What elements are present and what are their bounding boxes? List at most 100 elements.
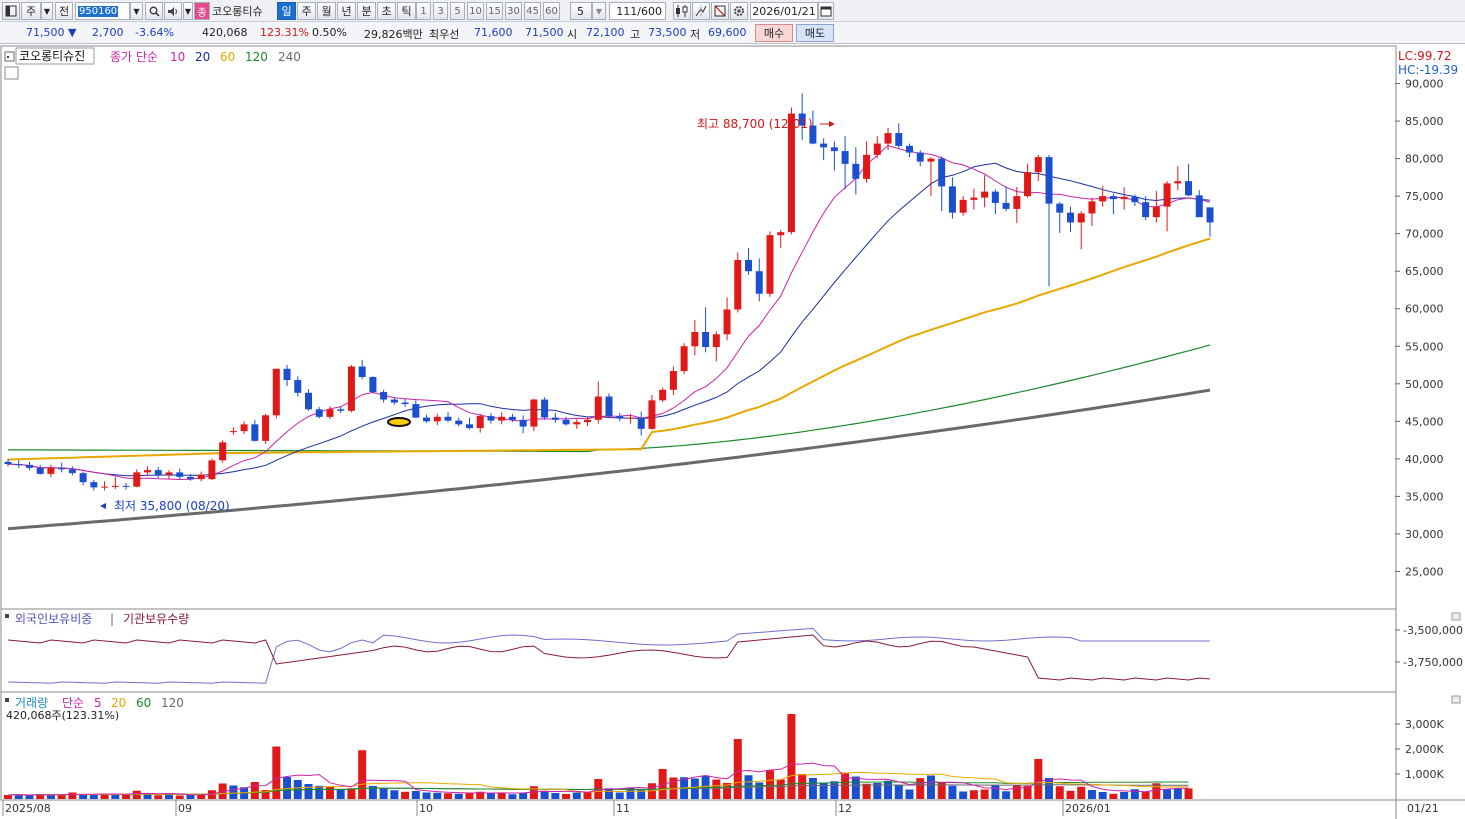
y-tick-label: 65,000 bbox=[1405, 265, 1444, 278]
lc-value: LC:99.72 bbox=[1398, 49, 1451, 63]
volume-bar bbox=[36, 794, 45, 799]
volume-bar bbox=[1045, 778, 1054, 799]
tab-3[interactable]: 년 bbox=[337, 2, 356, 20]
count-field[interactable]: 111/600 bbox=[609, 2, 666, 20]
speaker-icon[interactable] bbox=[164, 2, 182, 20]
volume-bar bbox=[1163, 789, 1172, 799]
candle-body bbox=[981, 191, 989, 198]
candle-body bbox=[262, 415, 270, 441]
date-field[interactable]: 2026/01/21 bbox=[750, 2, 818, 20]
minute-option-5[interactable]: 5 bbox=[450, 2, 465, 20]
volume-bar bbox=[390, 790, 399, 799]
minute-option-60[interactable]: 60 bbox=[543, 2, 560, 20]
x-label: 10 bbox=[419, 802, 433, 815]
candle-body bbox=[1056, 203, 1064, 213]
search-icon[interactable] bbox=[145, 2, 163, 20]
volume-bar bbox=[948, 785, 957, 799]
volume-bar bbox=[186, 795, 195, 799]
candle-body bbox=[79, 473, 87, 483]
stock-code-input[interactable]: 950160 bbox=[75, 2, 130, 20]
vol-y-label: 2,000K bbox=[1405, 743, 1444, 756]
buy-button[interactable]: 매수 bbox=[755, 24, 793, 42]
code-dropdown-icon[interactable]: ▼ bbox=[130, 2, 143, 20]
stock-type-icon: 종 bbox=[194, 2, 210, 20]
pane-menu-icon[interactable] bbox=[4, 66, 19, 80]
best-price-label: 최우선 bbox=[429, 28, 460, 41]
volume-bar bbox=[873, 783, 882, 799]
y-tick-label: 30,000 bbox=[1405, 528, 1444, 541]
pane-toggle-dot bbox=[7, 56, 9, 58]
x-label: 2025/08 bbox=[5, 802, 51, 815]
volume-bar bbox=[79, 794, 88, 799]
tab-0[interactable]: 일 bbox=[277, 2, 296, 20]
volume-bar bbox=[626, 787, 635, 799]
ma60-line bbox=[7, 237, 1211, 461]
candle-body bbox=[1185, 181, 1193, 196]
x-label: 09 bbox=[178, 802, 192, 815]
minute-option-10[interactable]: 10 bbox=[467, 2, 484, 20]
volume-bar bbox=[959, 791, 968, 799]
tab-2[interactable]: 월 bbox=[317, 2, 336, 20]
candle-body bbox=[1174, 181, 1182, 184]
chart-area[interactable]: 25,000 30,000 35,000 40,000 45,000 50,000 55,0… bbox=[0, 44, 1465, 819]
holding-lines: -3,500,000 -3,750,000 bbox=[7, 624, 1463, 684]
speaker-dropdown-icon[interactable]: ▼ bbox=[183, 2, 193, 20]
volume-legend-prefix: 단순 bbox=[62, 696, 84, 710]
volume-bar bbox=[57, 794, 66, 799]
minute-option-15[interactable]: 15 bbox=[486, 2, 503, 20]
volume-bar bbox=[1023, 786, 1032, 799]
volume-bar bbox=[776, 779, 785, 799]
candle-settings-icon[interactable] bbox=[673, 2, 691, 20]
volume-bar bbox=[1098, 792, 1107, 799]
best-bid: 71,500 bbox=[525, 26, 564, 39]
candle-body bbox=[487, 416, 495, 421]
high-arrow-icon bbox=[829, 121, 835, 127]
crosshair-icon[interactable] bbox=[692, 2, 710, 20]
candle-body bbox=[498, 416, 506, 421]
volume-bar bbox=[486, 793, 495, 799]
period-select[interactable]: 주 bbox=[21, 2, 41, 20]
gear-icon[interactable] bbox=[730, 2, 748, 20]
candle-body bbox=[1045, 157, 1053, 204]
volume-bar bbox=[358, 750, 367, 799]
ma-legend-10: 10 bbox=[170, 50, 185, 64]
volume-bar bbox=[411, 791, 420, 799]
tab-4[interactable]: 분 bbox=[357, 2, 376, 20]
volume-bar bbox=[368, 786, 377, 799]
minute-option-1[interactable]: 1 bbox=[416, 2, 431, 20]
layout-icon[interactable] bbox=[2, 2, 20, 20]
dropdown-icon[interactable]: ▼ bbox=[41, 2, 53, 20]
tab-5[interactable]: 초 bbox=[377, 2, 396, 20]
ma-period-select[interactable]: 5 bbox=[570, 2, 592, 20]
volume-bar bbox=[1002, 791, 1011, 799]
volume-bar bbox=[89, 794, 98, 799]
foreign-holding-line bbox=[7, 627, 1210, 684]
volume-bar bbox=[1087, 790, 1096, 799]
minute-option-45[interactable]: 45 bbox=[524, 2, 541, 20]
trade-amount: 29,826백만 bbox=[364, 28, 423, 41]
volume-bar bbox=[122, 794, 131, 799]
prev-button[interactable]: 전 bbox=[55, 2, 73, 20]
vol-ma5-line bbox=[7, 762, 1189, 796]
candle-body bbox=[809, 125, 817, 144]
save-icon[interactable] bbox=[711, 2, 729, 20]
minute-option-30[interactable]: 30 bbox=[505, 2, 522, 20]
calendar-icon[interactable] bbox=[818, 2, 834, 20]
volume-label: 거래량 bbox=[15, 696, 48, 710]
sub2-maximize-icon[interactable] bbox=[1451, 695, 1461, 704]
volume-bar bbox=[519, 793, 528, 799]
minute-option-3[interactable]: 3 bbox=[433, 2, 448, 20]
volume-bar bbox=[143, 793, 152, 799]
candle-body bbox=[240, 424, 248, 432]
pane-toggle-icon[interactable] bbox=[4, 51, 15, 62]
volume-bar bbox=[884, 780, 893, 799]
tab-6[interactable]: 틱 bbox=[397, 2, 416, 20]
tab-1[interactable]: 주 bbox=[297, 2, 316, 20]
sub1-maximize-icon[interactable] bbox=[1451, 612, 1461, 621]
y-tick-label: 45,000 bbox=[1405, 415, 1444, 428]
ma-period-dropdown-icon[interactable]: ▼ bbox=[592, 2, 606, 20]
sell-button[interactable]: 매도 bbox=[796, 24, 834, 42]
low-label: 저 bbox=[690, 28, 701, 41]
volume-bar bbox=[1066, 790, 1075, 799]
candle-body bbox=[659, 389, 667, 401]
